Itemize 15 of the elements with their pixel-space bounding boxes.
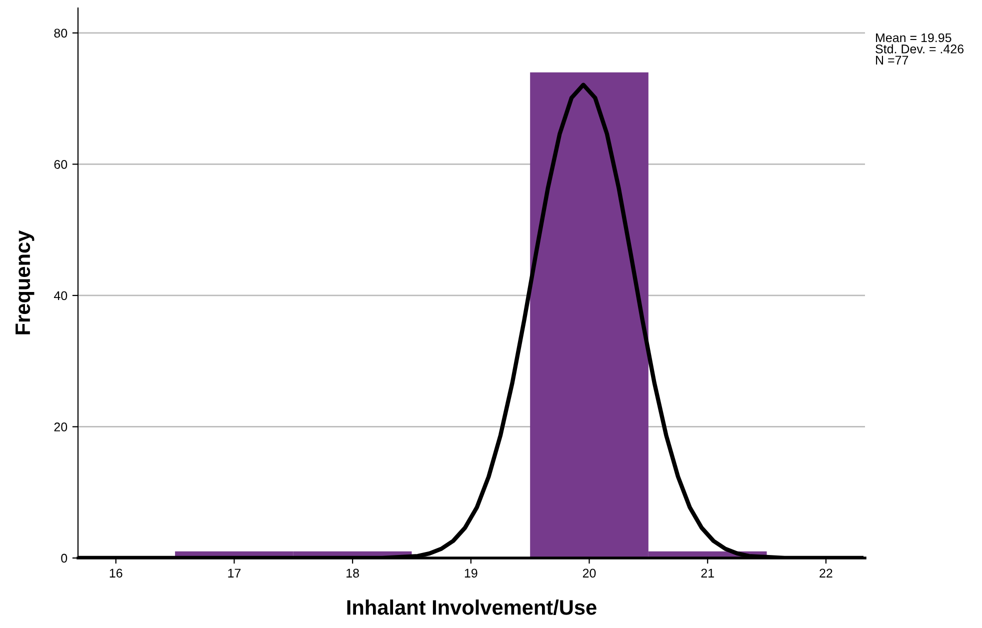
x-tick-label: 17	[228, 568, 241, 578]
text: Mean = 19.95 Std. Dev. = .426 N =77	[876, 33, 964, 64]
x-tick-label: 21	[701, 568, 714, 578]
y-tick-label: 20	[54, 422, 68, 432]
y-tick-label: 60	[54, 160, 68, 169]
x-tick-label: 18	[346, 568, 359, 578]
y-axis-title: Frequency	[16, 230, 34, 334]
x-tick-label: 22	[820, 568, 832, 578]
x-tick-label: 20	[582, 568, 596, 578]
y-tick-label: 0	[61, 554, 68, 563]
x-tick-label: 16	[110, 568, 122, 578]
y-tick-label: 80	[54, 28, 68, 38]
y-tick-label: 40	[54, 291, 68, 300]
x-axis-title: Inhalant Involvement/Use	[347, 600, 596, 616]
x-tick-label: 19	[464, 568, 478, 578]
